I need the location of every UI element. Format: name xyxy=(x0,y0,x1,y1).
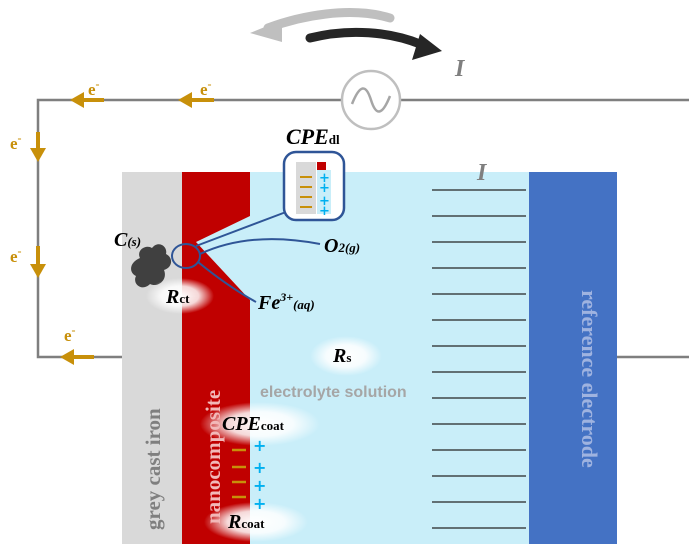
electrolyte-layer xyxy=(250,172,529,544)
electron-label-1: e- xyxy=(88,77,100,99)
current-label-top: I xyxy=(454,56,466,82)
iron-ion-label: Fe3+(aq) xyxy=(257,290,315,314)
coating-charges: + + + + xyxy=(232,436,266,513)
rct-label: Rct xyxy=(165,286,190,308)
svg-text:+: + xyxy=(253,494,266,513)
electron-label-4: e- xyxy=(10,244,22,266)
current-label-electrolyte: I xyxy=(476,160,488,186)
nanocomposite-label: nanocomposite xyxy=(201,390,225,524)
pore-wedge xyxy=(196,216,250,300)
svg-text:+: + xyxy=(253,458,266,477)
electron-label-2: e- xyxy=(200,77,212,99)
electron-label-5: e- xyxy=(64,323,76,345)
svg-text:+: + xyxy=(253,476,266,495)
svg-text:+: + xyxy=(319,204,330,219)
cast-iron-layer xyxy=(122,172,182,544)
rs-glow xyxy=(310,336,382,376)
electron-label-3: e- xyxy=(10,131,22,153)
electrolyte-label: electrolyte solution xyxy=(260,384,407,401)
reference-electrode-label: reference electrode xyxy=(577,290,602,468)
rct-glow xyxy=(146,278,214,314)
carbon-label: C(s) xyxy=(114,229,141,251)
svg-text:+: + xyxy=(319,181,330,196)
current-lines xyxy=(432,189,526,529)
reference-electrode-layer xyxy=(529,172,617,544)
cpe-coat-label: CPEcoat xyxy=(222,413,285,435)
alternating-arrows xyxy=(250,8,442,60)
oxygen-label: O2(g) xyxy=(324,235,360,257)
electron-labels: e- e- e- e- e- xyxy=(10,77,212,345)
cpe-coat-glow xyxy=(200,402,320,446)
cast-iron-label: grey cast iron xyxy=(141,408,165,530)
rs-label: Rs xyxy=(332,345,351,367)
rcoat-glow xyxy=(204,502,308,542)
reaction-callout xyxy=(171,211,321,303)
ac-source-symbol xyxy=(340,69,402,131)
electron-flow-arrows xyxy=(30,92,214,365)
graphite-flake xyxy=(131,244,172,288)
svg-text:+: + xyxy=(319,194,330,209)
cpe-dl-label: CPEdl xyxy=(286,124,340,149)
cpe-dl-inset: + + + + xyxy=(282,150,346,222)
svg-text:+: + xyxy=(253,436,266,455)
rcoat-label: Rcoat xyxy=(227,511,265,533)
svg-text:+: + xyxy=(319,171,330,186)
